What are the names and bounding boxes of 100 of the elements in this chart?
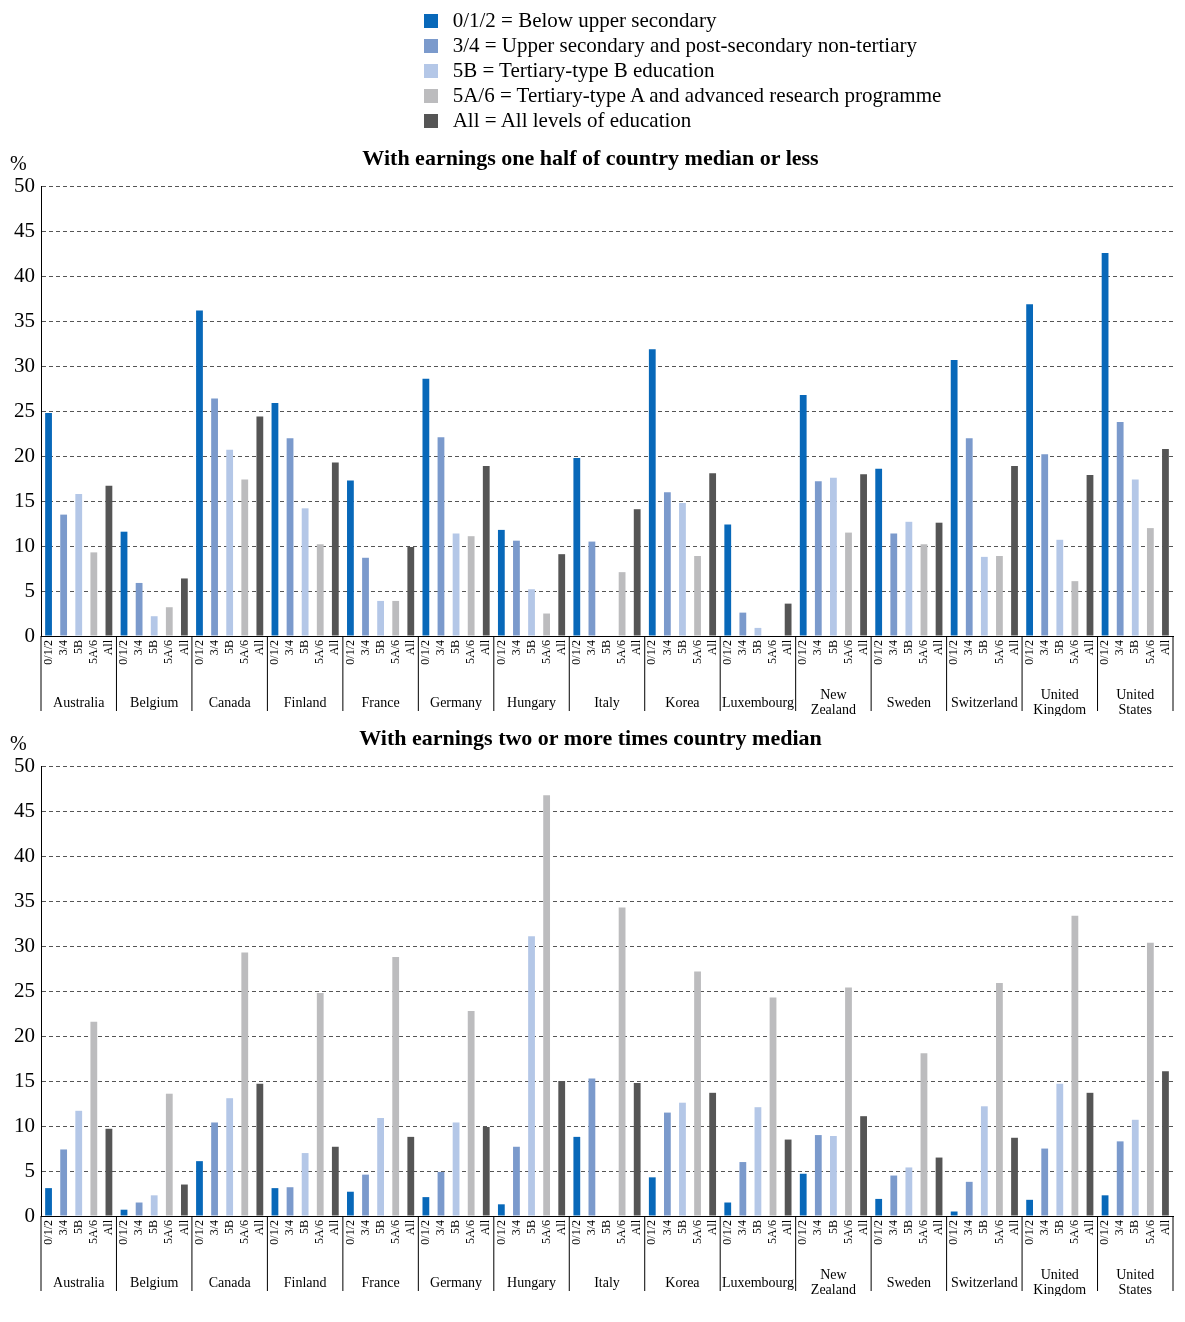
x-tick-label: All xyxy=(553,639,568,656)
x-tick-label: 3/4 xyxy=(508,640,523,656)
x-tick-label: 5B xyxy=(599,1220,614,1235)
x-tick-label: 3/4 xyxy=(1112,640,1127,656)
bar xyxy=(150,1195,158,1216)
x-tick-label: 0/1/2 xyxy=(1097,640,1112,665)
text: Hungary xyxy=(507,694,557,710)
bar xyxy=(528,936,535,1216)
x-tick-label: 5A/6 xyxy=(765,1220,780,1244)
bar xyxy=(513,1146,520,1216)
y-tick-label: 15 xyxy=(14,1067,35,1092)
bar xyxy=(301,508,309,636)
x-tick-label: 5B xyxy=(70,640,85,655)
bar xyxy=(135,582,143,636)
text: Germany xyxy=(430,1274,483,1290)
x-tick-label: 3/4 xyxy=(885,1220,900,1236)
x-tick-label: 0/1/2 xyxy=(116,640,131,665)
x-tick-label: 3/4 xyxy=(659,640,674,656)
bar xyxy=(362,1174,369,1216)
x-tick-label: All xyxy=(629,639,644,656)
x-tick-label: 5A/6 xyxy=(161,640,176,664)
text: United Kingdom xyxy=(1033,686,1087,717)
bar xyxy=(226,1098,234,1216)
x-tick-label: All xyxy=(252,639,267,656)
x-tick-label: 0/1/2 xyxy=(267,1220,282,1245)
x-tick-label: 5B xyxy=(372,1220,387,1235)
bar xyxy=(316,544,324,636)
bar xyxy=(1116,1141,1124,1216)
bar xyxy=(135,1202,143,1216)
x-tick-label: 3/4 xyxy=(1036,640,1051,656)
x-tick-label: 5B xyxy=(901,640,916,655)
bar xyxy=(845,532,852,636)
x-tick-label: 5B xyxy=(674,1220,689,1235)
y-tick-label: 20 xyxy=(14,1022,35,1047)
y-tick-label: 0 xyxy=(24,1202,35,1227)
x-tick-label: 5B xyxy=(448,640,463,655)
bar xyxy=(422,1197,430,1216)
text: Italy xyxy=(594,694,620,710)
x-tick-label: All xyxy=(855,1219,870,1236)
x-tick-label: 3/4 xyxy=(206,640,221,656)
x-tick-label: 5A/6 xyxy=(236,640,251,664)
bar xyxy=(377,600,384,636)
x-tick-label: 3/4 xyxy=(735,1220,749,1236)
bar xyxy=(528,589,535,636)
text: Switzerland xyxy=(950,694,1018,710)
x-tick-label: 5A/6 xyxy=(1142,1220,1157,1244)
x-tick-label: 5B xyxy=(146,1220,161,1235)
x-tick-label: All xyxy=(931,1219,946,1236)
bar xyxy=(875,1198,883,1216)
bar xyxy=(663,492,671,636)
x-tick-label: 0/1/2 xyxy=(870,640,885,665)
x-tick-label: All xyxy=(327,1219,342,1236)
bar xyxy=(347,480,354,636)
x-tick-label: 3/4 xyxy=(584,640,599,656)
bar xyxy=(890,533,898,636)
x-tick-label: 5B xyxy=(976,640,991,655)
bar xyxy=(875,468,883,636)
x-tick-label: 3/4 xyxy=(131,640,146,656)
x-tick-label: 5B xyxy=(70,1220,85,1235)
x-tick-label: 5B xyxy=(523,1220,538,1235)
bar xyxy=(814,1135,822,1216)
text: Korea xyxy=(665,1274,701,1290)
x-tick-label: 5B xyxy=(448,1220,463,1235)
y-tick-label: 25 xyxy=(14,397,35,422)
bar xyxy=(1131,479,1139,636)
x-tick-label: 5A/6 xyxy=(1067,1220,1082,1244)
legend-label: 0/1/2 = Below upper secondary xyxy=(452,8,717,33)
bar xyxy=(241,952,249,1216)
text: Luxembourg xyxy=(721,1274,794,1290)
x-tick-label: All xyxy=(1006,1219,1021,1236)
x-tick-label: 5A/6 xyxy=(991,1220,1006,1244)
x-tick-label: 5B xyxy=(372,640,387,655)
text: Hungary xyxy=(507,1274,557,1290)
y-tick-label: 35 xyxy=(14,307,35,332)
bar xyxy=(1116,421,1124,636)
x-tick-label: 5B xyxy=(750,640,765,655)
bar xyxy=(226,449,234,636)
bar xyxy=(1026,1199,1034,1216)
text: France xyxy=(361,694,400,710)
bar xyxy=(543,795,551,1216)
text: Switzerland xyxy=(950,1274,1018,1290)
x-tick-label: 5B xyxy=(901,1220,916,1235)
bar xyxy=(60,1149,68,1216)
bar xyxy=(1101,1195,1109,1216)
x-tick-label: 0/1/2 xyxy=(342,640,357,665)
y-tick-label: 5 xyxy=(24,1157,35,1182)
x-tick-label: 0/1/2 xyxy=(644,1220,659,1245)
x-tick-label: 5B xyxy=(976,1220,991,1235)
x-tick-label: 3/4 xyxy=(282,640,297,656)
text: Belgium xyxy=(130,694,179,710)
legend-label: 5A/6 = Tertiary-type A and advanced research programme xyxy=(452,83,942,108)
bar xyxy=(422,378,430,636)
x-tick-label: All xyxy=(855,639,870,656)
bar xyxy=(467,536,475,636)
text: New Zealand xyxy=(810,1266,856,1297)
x-tick-label: 3/4 xyxy=(810,640,825,656)
bar xyxy=(679,502,686,636)
bar xyxy=(75,493,83,636)
x-tick-label: 0/1/2 xyxy=(795,1220,810,1245)
x-tick-label: 5B xyxy=(297,1220,312,1235)
